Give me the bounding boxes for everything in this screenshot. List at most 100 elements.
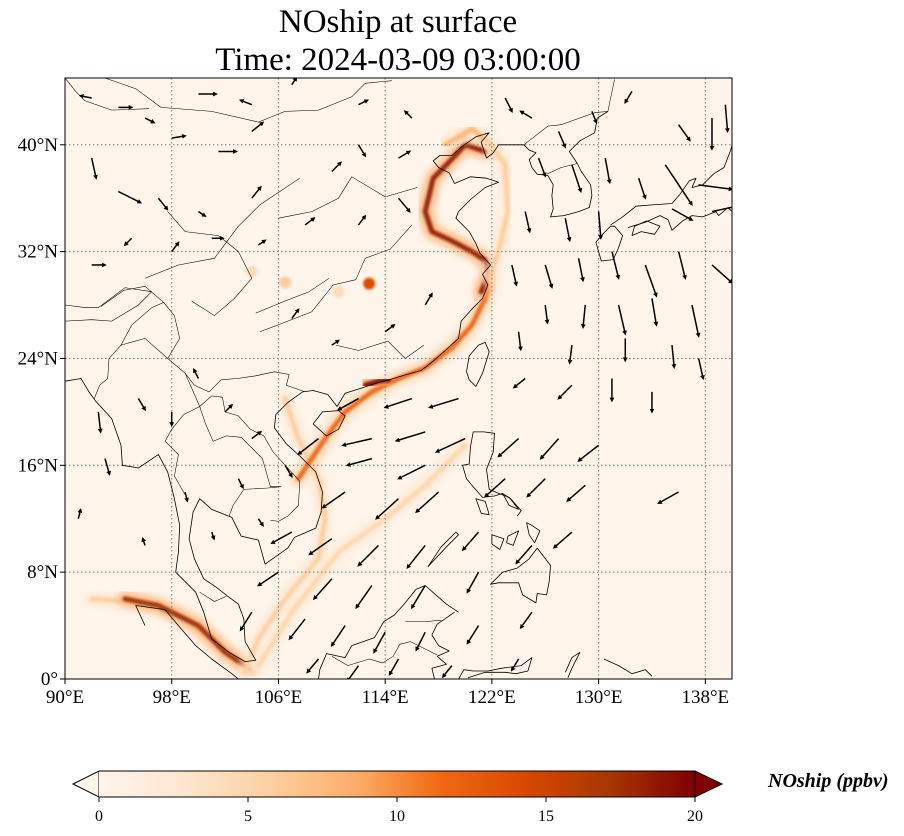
- country-border: [120, 338, 168, 359]
- wind-arrow: [297, 438, 319, 456]
- colorbar-ticks: 0 5 10 15 20: [95, 797, 703, 825]
- longitude-axis: 90°E 98°E 106°E 114°E 122°E 130°E 138°E: [46, 679, 729, 708]
- wind-arrow: [193, 367, 200, 379]
- wind-arrow: [711, 206, 732, 213]
- wind-arrow: [724, 104, 730, 134]
- country-border: [278, 176, 418, 219]
- map-area: 90°E 98°E 106°E 114°E 122°E 130°E 138°E 0° 8°N 1…: [18, 77, 733, 708]
- country-border: [104, 78, 259, 123]
- wind-arrow: [358, 99, 369, 106]
- country-border: [100, 286, 164, 307]
- country-border: [144, 177, 300, 279]
- wind-arrow: [141, 537, 147, 546]
- country-border: [199, 395, 301, 522]
- lat-tick-label: 0°: [41, 669, 58, 690]
- colorbar-tick-label: 15: [538, 808, 554, 825]
- ship-track-core: [122, 596, 252, 671]
- wind-arrow: [591, 111, 598, 125]
- wind-arrow: [77, 508, 83, 519]
- wind-arrow: [428, 397, 459, 409]
- ship-track-core: [295, 275, 492, 482]
- wind-arrow: [564, 218, 572, 243]
- wind-arrow: [410, 585, 426, 610]
- country-border: [259, 224, 413, 333]
- country-border: [199, 406, 282, 517]
- lon-tick-label: 122°E: [468, 687, 516, 708]
- country-border: [405, 619, 442, 622]
- wind-arrow: [383, 397, 413, 409]
- concentration-hotspot: [363, 277, 376, 290]
- wind-arrow: [691, 304, 701, 338]
- wind-arrow: [331, 339, 340, 346]
- wind-arrow: [210, 531, 216, 541]
- ship-track-core: [242, 396, 328, 675]
- wind-arrow: [355, 585, 373, 610]
- wind-arrow: [104, 458, 111, 476]
- wind-arrow: [397, 197, 411, 213]
- country-border: [331, 641, 438, 666]
- lon-tick-label: 138°E: [681, 687, 729, 708]
- concentration-hotspot: [245, 265, 258, 278]
- coastline: [427, 531, 459, 568]
- wind-arrow: [357, 214, 367, 226]
- coastline: [462, 431, 519, 510]
- wind-arrow: [184, 491, 189, 503]
- colorbar: 0 5 10 15 20: [71, 770, 724, 825]
- wind-arrow: [97, 411, 103, 434]
- lon-tick-label: 106°E: [255, 687, 303, 708]
- wind-arrow: [617, 304, 627, 336]
- coastline: [603, 658, 653, 677]
- wind-arrow: [466, 625, 480, 645]
- ship-track-core: [362, 377, 392, 388]
- wind-arrow: [611, 251, 621, 280]
- wind-arrow: [567, 345, 573, 365]
- wind-arrow: [308, 538, 333, 556]
- coastline: [491, 534, 505, 550]
- latitude-axis: 0° 8°N 16°N 24°N 32°N 40°N: [18, 135, 65, 690]
- wind-arrow: [251, 185, 262, 199]
- wind-arrow: [171, 134, 187, 139]
- wind-arrow: [651, 298, 659, 327]
- wind-arrow: [238, 99, 253, 106]
- lat-tick-label: 8°N: [27, 562, 58, 583]
- coastline: [475, 498, 490, 516]
- country-border: [65, 78, 150, 111]
- wind-arrow: [678, 124, 691, 142]
- coastline: [506, 530, 519, 546]
- wind-arrow: [597, 211, 603, 240]
- wind-arrow: [664, 164, 693, 207]
- coastline: [631, 220, 661, 236]
- colorbar-extend-min: [71, 770, 100, 798]
- coastline: [490, 547, 551, 604]
- wind-arrow: [375, 498, 400, 520]
- wind-arrow: [483, 478, 506, 498]
- wind-arrow: [415, 491, 440, 514]
- wind-arrow: [257, 518, 264, 527]
- country-border: [65, 287, 152, 322]
- colorbar-extend-max: [694, 770, 724, 798]
- wind-arrow: [519, 611, 533, 630]
- wind-arrow: [571, 164, 583, 194]
- wind-arrow: [517, 331, 523, 352]
- wind-arrow: [224, 403, 234, 413]
- wind-arrow: [288, 618, 306, 641]
- wind-arrow: [403, 110, 413, 119]
- coastline: [65, 132, 524, 662]
- wind-arrow: [304, 217, 316, 226]
- map-frame: [64, 77, 733, 680]
- wind-arrow: [515, 544, 533, 565]
- wind-arrow: [197, 210, 207, 218]
- lat-tick-label: 40°N: [18, 135, 59, 156]
- wind-arrow: [398, 150, 412, 159]
- map-title-line-2: Time: 2024-03-09 03:00:00: [215, 42, 581, 78]
- wind-arrow: [657, 491, 680, 504]
- wind-arrow: [137, 398, 146, 412]
- wind-arrow: [171, 241, 180, 253]
- wind-arrow: [539, 438, 560, 460]
- wind-arrow: [394, 431, 426, 443]
- wind-vectors: [77, 78, 732, 679]
- coastline: [564, 651, 581, 678]
- wind-arrow: [711, 264, 732, 284]
- wind-arrow: [497, 438, 520, 458]
